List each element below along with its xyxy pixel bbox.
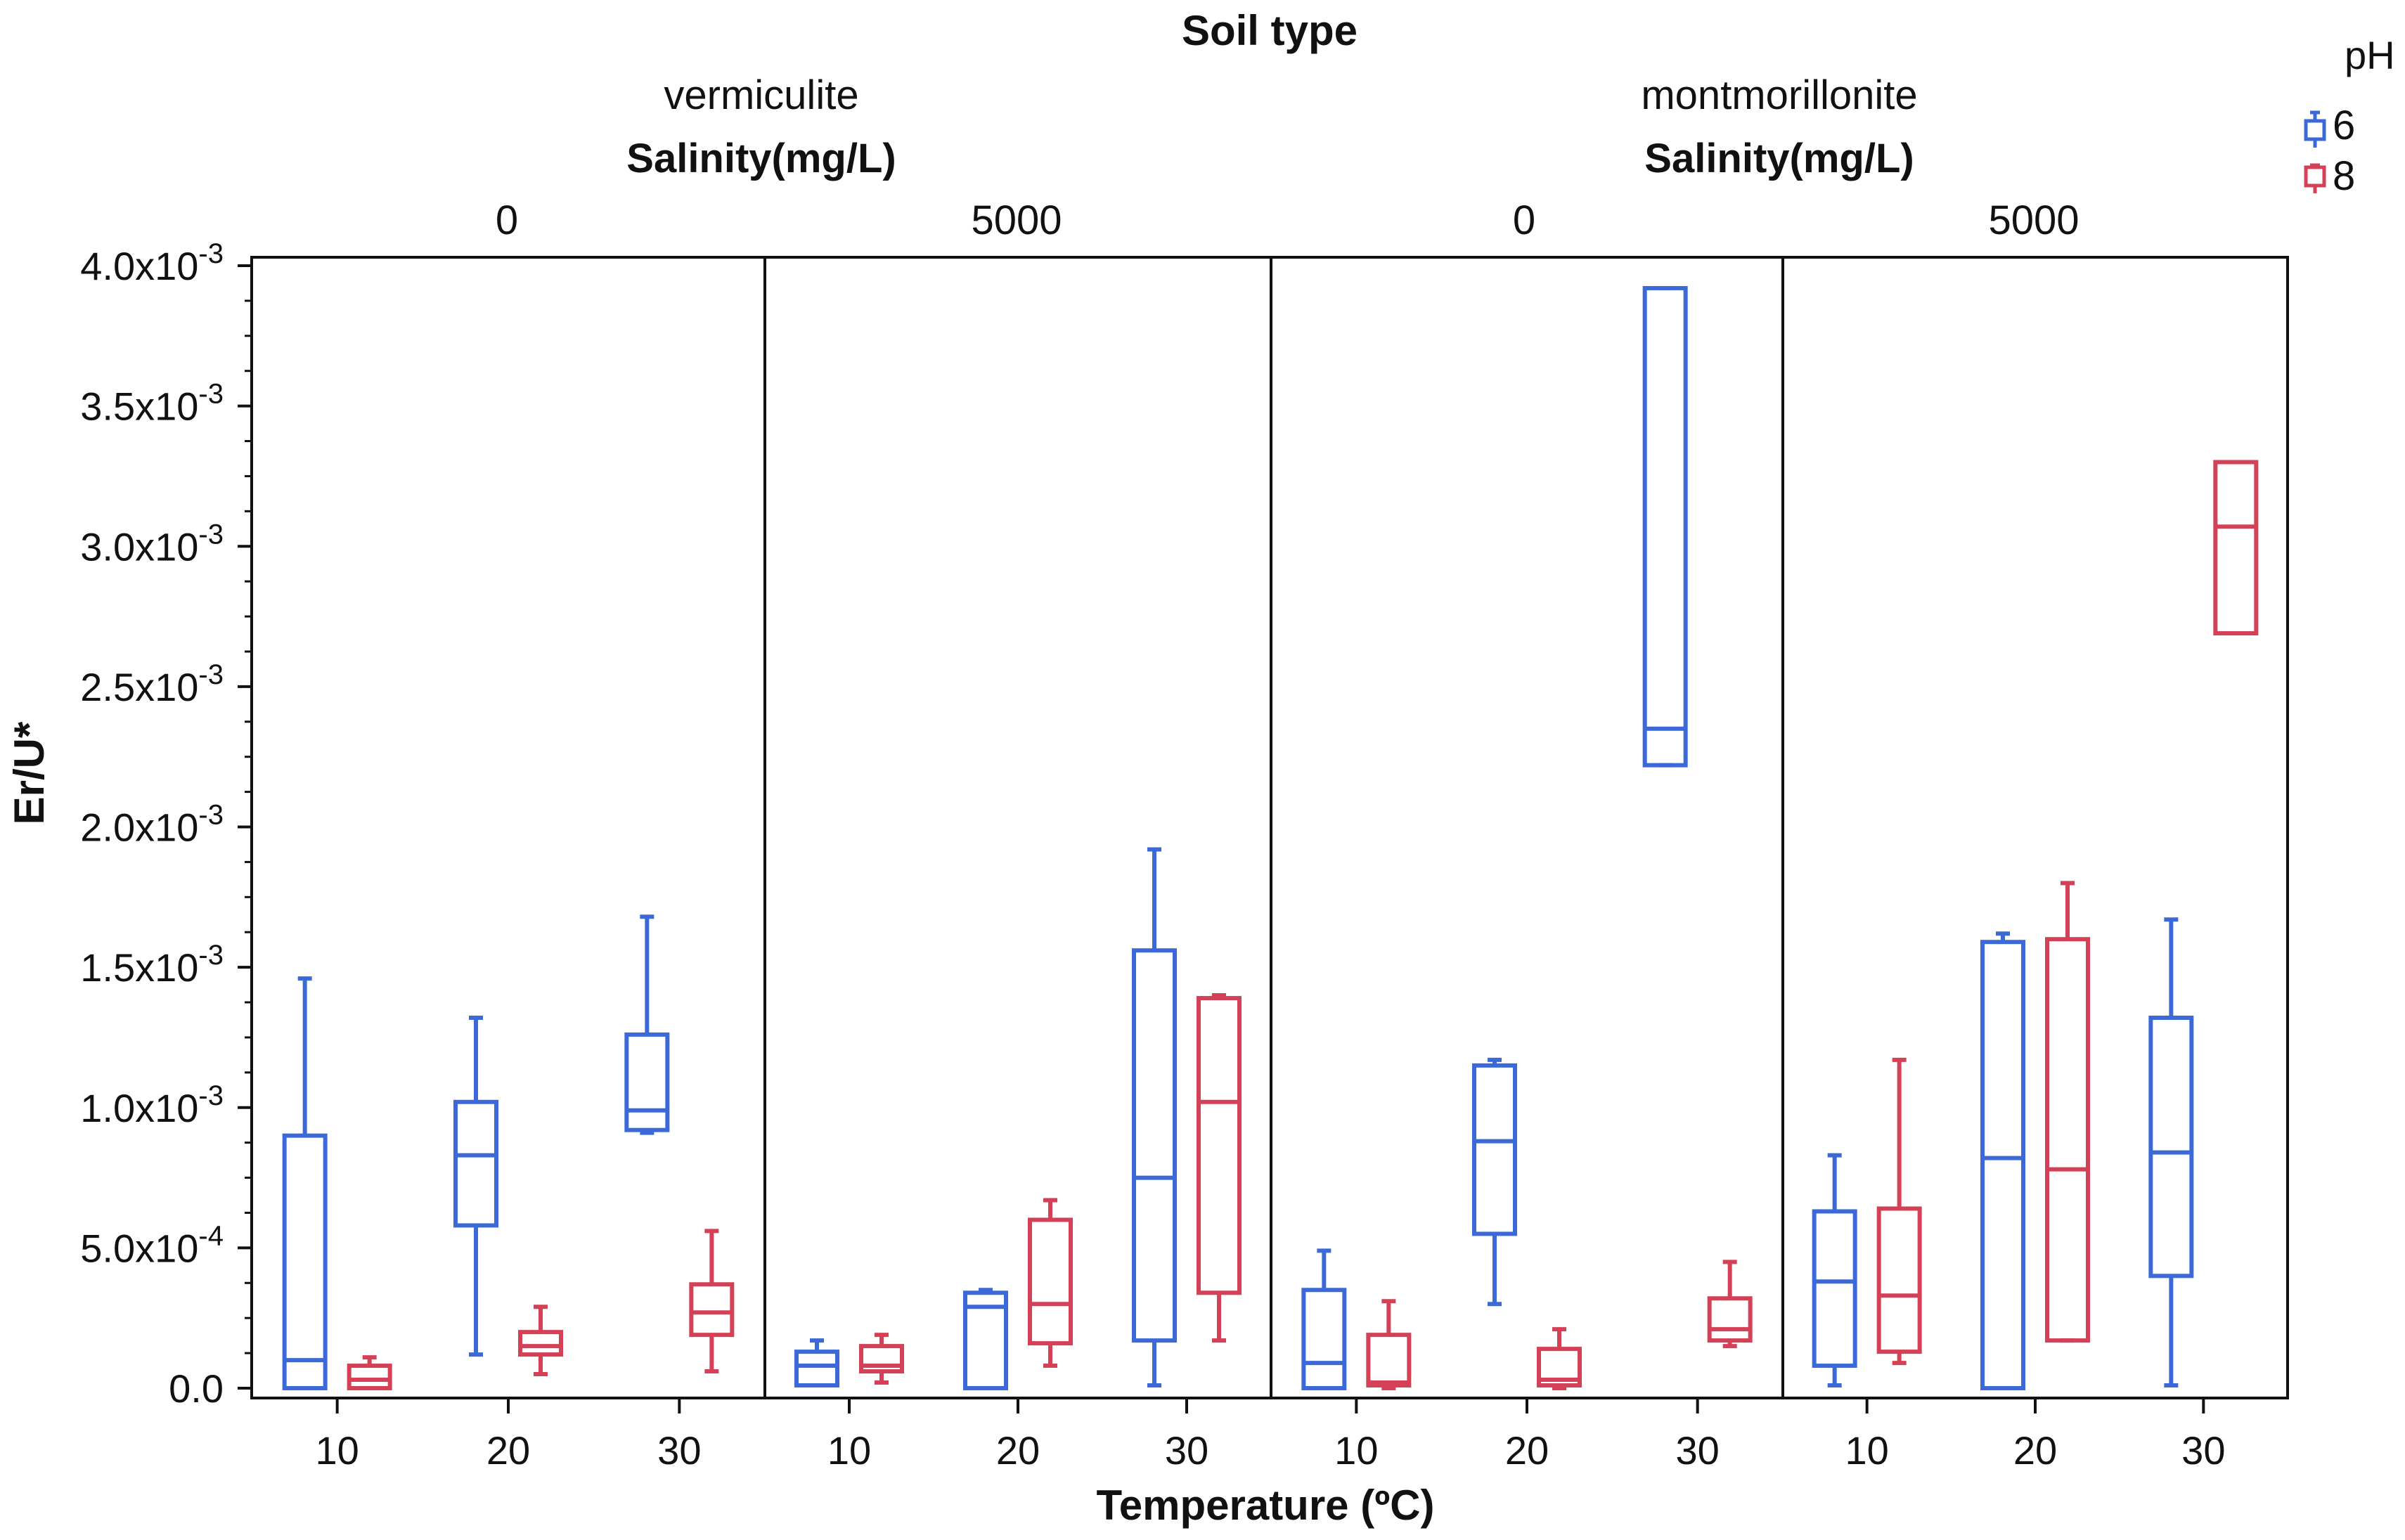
x-tick-label: 20 [486, 1428, 530, 1473]
box-iqr [518, 1330, 563, 1357]
legend-item-ph6: 6 [2304, 103, 2355, 148]
box-iqr [1812, 1209, 1857, 1368]
box-ph8-vermiculite-0-20 [518, 1305, 563, 1377]
x-tick-label: 10 [316, 1428, 359, 1473]
panel-salinity-label-1: 0 [496, 198, 518, 243]
x-axis-label: Temperature (ºC) [1097, 1482, 1435, 1529]
salinity-header-vermiculite: Salinity(mg/L) [626, 136, 896, 181]
box-iqr [1642, 285, 1688, 768]
soil-type-label-montmorillonite: montmorillonite [1641, 72, 1917, 118]
x-axis: 10 20 30 10 20 30 10 20 30 10 20 30 [316, 1398, 2225, 1473]
box-ph8-vermiculite-0-30 [689, 1229, 735, 1374]
box-ph6-montmorillonite-0-10 [1301, 1248, 1347, 1390]
box-iqr [453, 1099, 498, 1228]
box-ph6-vermiculite-5000-20 [963, 1288, 1008, 1390]
box-iqr [347, 1364, 392, 1391]
y-tick-label: 0.0 [169, 1366, 224, 1411]
box-ph8-montmorillonite-5000-20 [2045, 881, 2090, 1343]
box-ph6-vermiculite-0-20 [453, 1015, 498, 1357]
box-iqr [1028, 1217, 1073, 1346]
box-ph8-vermiculite-0-10 [347, 1355, 392, 1391]
y-tick-label: 2.0x10-3 [80, 800, 224, 850]
legend: pH 6 8 [2304, 33, 2395, 199]
box-ph8-montmorillonite-0-10 [1366, 1299, 1412, 1390]
box-iqr [2213, 460, 2259, 636]
x-tick-label: 30 [657, 1428, 701, 1473]
box-iqr [689, 1282, 735, 1338]
box-ph6-vermiculite-0-10 [282, 976, 328, 1391]
y-axis-label: Er/U* [6, 721, 53, 824]
box-iqr [1980, 940, 2025, 1390]
y-tick-label: 2.5x10-3 [80, 659, 224, 709]
y-axis: 0.0 5.0x10-4 1.0x10-3 1.5x10-3 2.0x10-3 2.5x1… [80, 238, 253, 1411]
box-iqr [1537, 1347, 1582, 1388]
box-ph8-vermiculite-5000-20 [1028, 1198, 1073, 1368]
box-ph6-montmorillonite-5000-20 [1980, 931, 2025, 1390]
box-iqr [1366, 1333, 1412, 1388]
legend-box-icon-ph6 [2304, 110, 2326, 148]
x-tick-label: 10 [1845, 1428, 1889, 1473]
box-ph6-vermiculite-5000-30 [1132, 847, 1177, 1388]
box-iqr [859, 1344, 904, 1374]
box-iqr [2148, 1015, 2194, 1279]
x-tick-label: 20 [1505, 1428, 1549, 1473]
box-ph6-vermiculite-0-30 [624, 914, 670, 1135]
y-tick-label: 1.0x10-3 [80, 1080, 224, 1130]
y-tick-label: 3.5x10-3 [80, 379, 224, 429]
x-tick-label: 20 [2013, 1428, 2057, 1473]
panel-salinity-label-3: 0 [1513, 198, 1535, 243]
x-tick-label: 20 [996, 1428, 1040, 1473]
legend-title: pH [2345, 33, 2395, 77]
x-tick-label: 30 [2181, 1428, 2225, 1473]
box-plots [282, 285, 2259, 1391]
legend-label-ph8: 8 [2333, 153, 2355, 199]
x-tick-label: 30 [1676, 1428, 1720, 1473]
y-tick-label: 1.5x10-3 [80, 940, 224, 990]
box-ph6-montmorillonite-0-30 [1642, 285, 1688, 768]
box-iqr [1707, 1296, 1753, 1343]
box-iqr [1472, 1063, 1517, 1236]
box-ph8-montmorillonite-0-20 [1537, 1327, 1582, 1390]
box-ph8-vermiculite-5000-30 [1197, 993, 1242, 1343]
y-tick-label: 4.0x10-3 [80, 238, 224, 288]
box-iqr [282, 1133, 328, 1391]
box-ph8-montmorillonite-0-30 [1707, 1260, 1753, 1349]
box-ph6-montmorillonite-5000-10 [1812, 1153, 1857, 1388]
box-ph8-vermiculite-5000-10 [859, 1333, 904, 1385]
box-ph6-montmorillonite-0-20 [1472, 1057, 1517, 1307]
y-tick-label: 5.0x10-4 [80, 1220, 224, 1270]
x-tick-label: 30 [1165, 1428, 1208, 1473]
box-iqr [963, 1290, 1008, 1390]
box-iqr [1876, 1206, 1922, 1354]
box-iqr [2045, 937, 2090, 1343]
salinity-header-montmorillonite: Salinity(mg/L) [1644, 136, 1914, 181]
chart-title: Soil type [1182, 7, 1358, 54]
box-iqr [1132, 948, 1177, 1343]
panel-salinity-label-2: 5000 [971, 198, 1062, 243]
box-ph6-vermiculite-5000-10 [794, 1338, 839, 1388]
box-ph8-montmorillonite-5000-10 [1876, 1057, 1922, 1366]
legend-box-icon-ph8 [2304, 163, 2326, 193]
x-tick-label: 10 [827, 1428, 871, 1473]
legend-item-ph8: 8 [2304, 153, 2355, 199]
soil-type-label-vermiculite: vermiculite [664, 72, 858, 118]
box-iqr [794, 1350, 839, 1388]
x-tick-label: 10 [1334, 1428, 1378, 1473]
legend-label-ph6: 6 [2333, 103, 2355, 148]
box-ph6-montmorillonite-5000-30 [2148, 917, 2194, 1388]
box-iqr [1197, 996, 1242, 1295]
box-iqr [624, 1032, 670, 1132]
box-ph8-montmorillonite-5000-30 [2213, 460, 2259, 636]
panel-salinity-label-4: 5000 [1988, 198, 2079, 243]
y-tick-label: 3.0x10-3 [80, 519, 224, 569]
box-iqr [1301, 1288, 1347, 1390]
